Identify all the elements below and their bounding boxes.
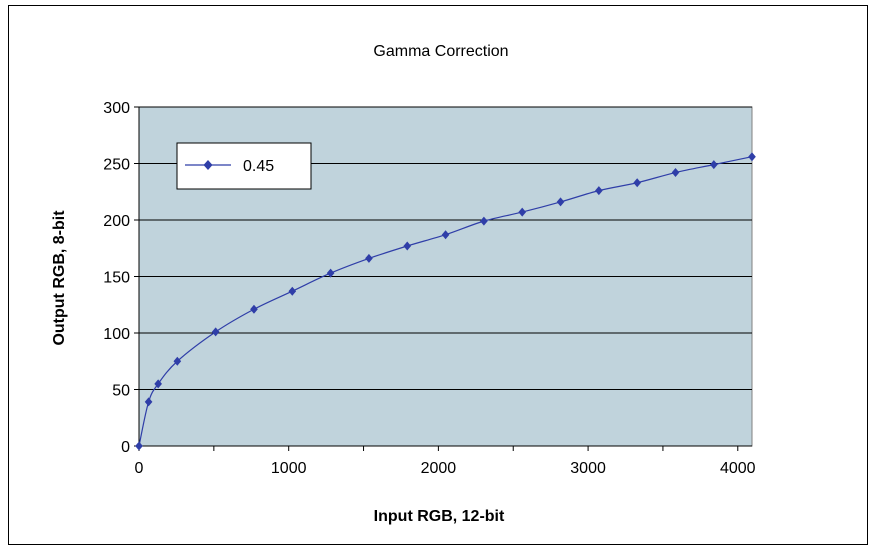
x-tick-label: 0: [135, 460, 144, 477]
data-point: [671, 168, 680, 178]
chart-frame: Gamma Correction 0 50 100 150 200 250 300 0 1000…: [8, 5, 868, 545]
x-tick-label: 1000: [271, 460, 307, 477]
data-point: [710, 160, 718, 170]
y-tick-label: 150: [103, 270, 130, 287]
y-tick-label: 200: [103, 213, 130, 230]
x-tick-label: 4000: [720, 460, 756, 477]
data-point: [403, 241, 412, 251]
chart-title: Gamma Correction: [373, 43, 508, 60]
y-tick-label: 100: [103, 326, 130, 343]
legend-marker: [203, 160, 213, 170]
data-point: [748, 152, 756, 162]
data-point: [211, 327, 220, 337]
data-point: [556, 197, 565, 207]
data-point: [154, 379, 162, 389]
y-tick-label: 300: [103, 100, 130, 117]
data-point: [633, 178, 642, 188]
legend-box: [176, 142, 312, 190]
data-point: [135, 441, 143, 451]
data-point: [595, 186, 603, 196]
x-tick-label: 3000: [570, 460, 606, 477]
y-tick-label: 0: [121, 439, 130, 456]
legend-series-label: 0.45: [243, 158, 274, 175]
data-point: [288, 286, 297, 296]
x-tick-label: 2000: [421, 460, 457, 477]
legend: 0.45: [176, 142, 312, 190]
x-axis-label: Input RGB, 12-bit: [374, 508, 505, 525]
data-point: [480, 216, 488, 226]
data-point: [365, 253, 373, 263]
y-tick-label: 50: [112, 383, 130, 400]
data-point: [441, 230, 450, 240]
data-point: [173, 356, 182, 366]
data-point: [144, 397, 153, 407]
y-tick-label: 250: [103, 157, 130, 174]
y-axis-label: Output RGB, 8-bit: [51, 210, 68, 346]
data-point: [326, 268, 335, 278]
data-point: [250, 304, 258, 314]
